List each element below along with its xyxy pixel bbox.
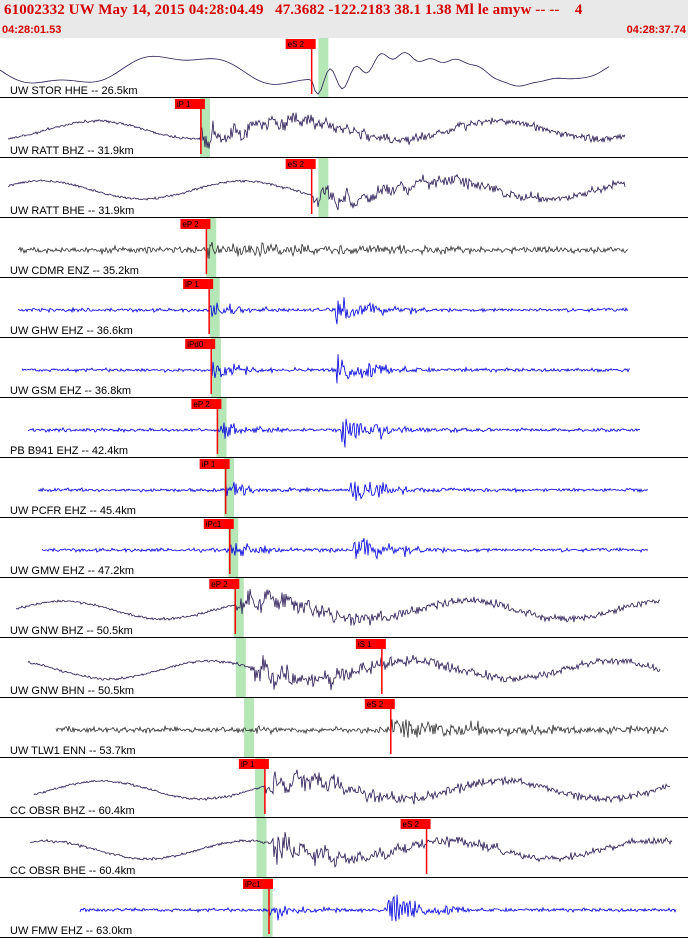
waveform-line [18,241,629,260]
trace-row: iP 1 UW PCFR EHZ -- 45.4km [0,458,688,518]
station-label: UW TLW1 ENN -- 53.7km [10,745,136,757]
pick-label-box [285,39,316,49]
waveform-line [0,52,610,95]
waveform-line [29,832,673,869]
pick-label: iPd0 [187,340,204,349]
time-start-label: 04:28:01.53 [2,24,62,36]
header-bar: 61002332 UW May 14, 2015 04:28:04.49 47.… [0,0,688,38]
station-label: UW STOR HHE -- 26.5km [10,85,138,97]
trace-row: eS 2 UW TLW1 ENN -- 53.7km [0,698,688,758]
pick-label-box [185,339,216,349]
waveform-line [7,112,626,149]
pick-label-box [209,579,240,589]
seismogram-plot: eS 2 UW STOR HHE -- 26.5km iP 1 UW RATT BHZ… [0,38,688,938]
station-label: UW RATT BHE -- 31.9km [10,205,134,217]
trace-row: eP 2 UW CDMR ENZ -- 35.2km [0,218,688,278]
waveform-line [17,297,629,325]
trace-row: iPd0 UW GSM EHZ -- 36.8km [0,338,688,398]
arrival-band [262,878,273,937]
pick-label-box [238,759,269,769]
waveform-line [55,719,669,738]
waveform-line [37,481,649,501]
pick-label: iPc1 [206,520,222,529]
trace-row: eP 2 PB B941 EHZ -- 42.4km [0,398,688,458]
pick-label: eP 2 [182,220,199,229]
pick-label-box [243,879,274,889]
pick-label-box [199,459,230,469]
pick-label: iP 1 [185,280,199,289]
pick-label: eS 2 [367,700,384,709]
arrival-band [224,458,235,517]
pick-label: eP 2 [211,580,228,589]
station-label: UW FMW EHZ -- 63.0km [10,925,132,937]
arrival-band [318,158,329,217]
trace-row: iS 1 UW GNW BHN -- 50.5km [0,638,688,698]
arrival-band [256,818,267,877]
waveform-line [79,894,677,922]
time-end-label: 04:28:37.74 [626,24,686,36]
station-label: UW GMW EHZ -- 47.2km [10,565,134,577]
pick-label: iP 1 [241,760,255,769]
station-label: PB B941 EHZ -- 42.4km [10,445,128,457]
trace-row: iPc1 UW FMW EHZ -- 63.0km [0,878,688,938]
station-label: UW GSM EHZ -- 36.8km [10,385,131,397]
arrival-band [318,38,329,97]
pick-label: iP 1 [202,460,216,469]
pick-label-box [400,819,431,829]
pick-label: eS 2 [288,160,305,169]
waveform-line [41,537,649,560]
trace-row: eS 2 CC OBSR BHE -- 60.4km [0,818,688,878]
station-label: CC OBSR BHZ -- 60.4km [10,805,135,817]
pick-label-box [364,699,395,709]
pick-label: iS 1 [358,640,372,649]
arrival-band [244,698,255,757]
waveform-line [27,655,661,691]
pick-label-box [203,519,234,529]
arrival-band [211,338,222,397]
waveform-line [15,589,661,627]
waveform-line [21,354,631,384]
station-label: UW GNW BHZ -- 50.5km [10,625,133,637]
station-label: UW GNW BHN -- 50.5km [10,685,134,697]
station-label: CC OBSR BHE -- 60.4km [10,865,135,877]
waveform-line [7,173,626,211]
station-label: UW CDMR ENZ -- 35.2km [10,265,139,277]
station-label: UW GHW EHZ -- 36.6km [10,325,133,337]
pick-label: iP 1 [177,100,191,109]
pick-label: eS 2 [403,820,420,829]
waveform-line [33,769,670,805]
pick-label-box [180,219,211,229]
station-label: UW PCFR EHZ -- 45.4km [10,505,136,517]
event-title: 61002332 UW May 14, 2015 04:28:04.49 47.… [4,2,583,18]
waveform-line [27,418,640,448]
pick-label-box [355,639,386,649]
trace-row: iP 1 UW RATT BHZ -- 31.9km [0,98,688,158]
trace-row: eS 2 UW STOR HHE -- 26.5km [0,38,688,98]
pick-label: eS 2 [288,40,305,49]
trace-row: iPc1 UW GMW EHZ -- 47.2km [0,518,688,578]
pick-label-box [183,279,214,289]
trace-row: iP 1 UW GHW EHZ -- 36.6km [0,278,688,338]
arrival-band [228,518,239,577]
trace-row: eP 2 UW GNW BHZ -- 50.5km [0,578,688,638]
arrival-band [206,218,217,277]
arrival-band [235,638,246,697]
pick-label: iPc1 [245,880,261,889]
arrival-band [200,98,211,157]
pick-label-box [174,99,205,109]
pick-label-box [285,159,316,169]
trace-row: eS 2 UW RATT BHE -- 31.9km [0,158,688,218]
arrival-band [209,278,220,337]
trace-row: iP 1 CC OBSR BHZ -- 60.4km [0,758,688,818]
pick-label-box [191,399,222,409]
pick-label: eP 2 [193,400,210,409]
station-label: UW RATT BHZ -- 31.9km [10,145,134,157]
